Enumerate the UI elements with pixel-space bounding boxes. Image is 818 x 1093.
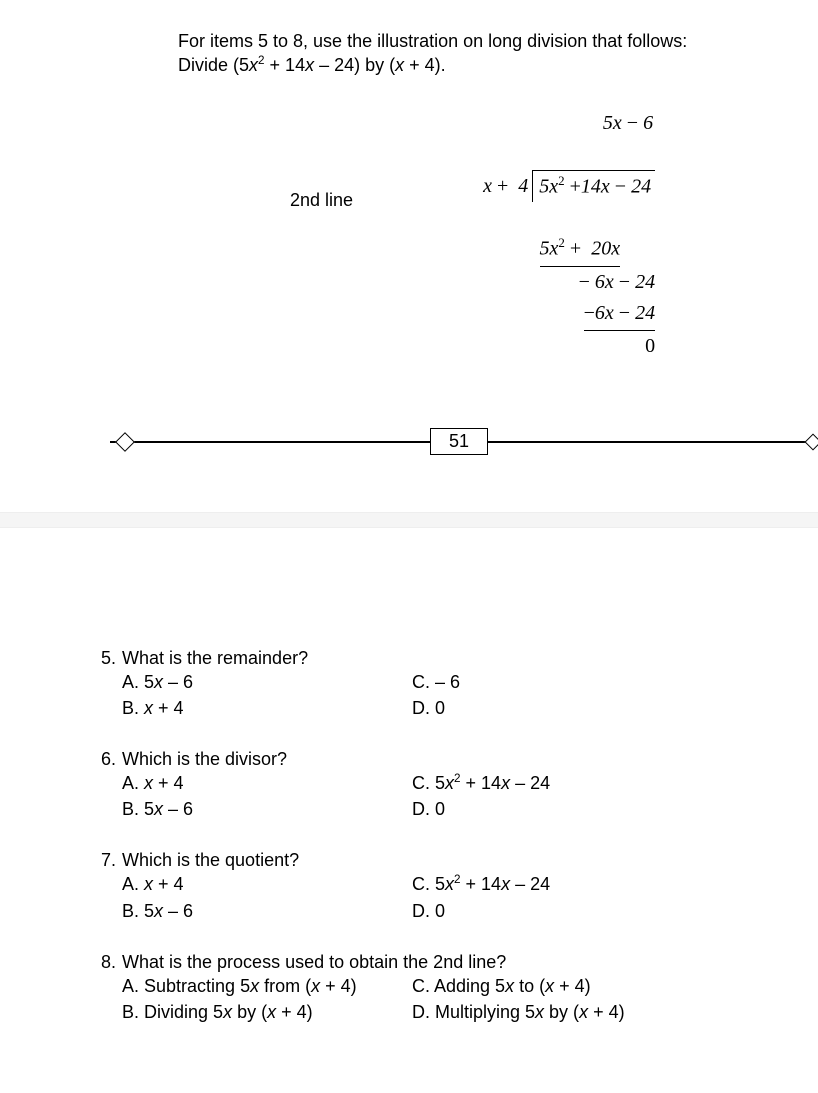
page-number: 51 <box>430 428 488 455</box>
long-division-illustration: 2nd line 5x − 6 x + 45x2 +14x − 24 5x2 +… <box>0 108 818 362</box>
question-6: 6. Which is the divisor? A. x + 4 B. 5x … <box>88 749 818 822</box>
step-1: 5x2 + 20x <box>443 233 655 267</box>
question-stem: Which is the divisor? <box>122 749 287 770</box>
option-d: D. 0 <box>412 898 702 924</box>
question-stem: What is the process used to obtain the 2… <box>122 952 506 973</box>
question-number: 5. <box>88 648 122 669</box>
question-number: 7. <box>88 850 122 871</box>
dividend: 5x2 +14x − 24 <box>532 170 655 203</box>
quotient-row: 5x − 6 <box>443 108 655 139</box>
option-c: C. 5x2 + 14x – 24 <box>412 871 702 897</box>
option-d: D. Multiplying 5x by (x + 4) <box>412 999 702 1025</box>
remainder-row: 0 <box>443 331 655 362</box>
question-stem: What is the remainder? <box>122 648 308 669</box>
page-separator: 51 <box>0 422 818 462</box>
option-d: D. 0 <box>412 796 702 822</box>
question-stem: Which is the quotient? <box>122 850 299 871</box>
step-3: −6x − 24 <box>443 298 655 331</box>
instructions: For items 5 to 8, use the illustration o… <box>178 30 778 78</box>
divisor-dividend-row: x + 45x2 +14x − 24 <box>443 139 655 234</box>
option-a: A. x + 4 <box>122 770 412 796</box>
question-5: 5. What is the remainder? A. 5x – 6 B. x… <box>88 648 818 721</box>
option-c: C. 5x2 + 14x – 24 <box>412 770 702 796</box>
long-division-work: 5x − 6 x + 45x2 +14x − 24 5x2 + 20x − 6x… <box>443 108 655 362</box>
option-c: C. – 6 <box>412 669 702 695</box>
option-b: B. 5x – 6 <box>122 898 412 924</box>
diamond-icon <box>115 432 135 452</box>
second-line-label: 2nd line <box>290 190 353 211</box>
option-d: D. 0 <box>412 695 702 721</box>
option-b: B. 5x – 6 <box>122 796 412 822</box>
option-b: B. x + 4 <box>122 695 412 721</box>
option-c: C. Adding 5x to (x + 4) <box>412 973 702 999</box>
question-8: 8. What is the process used to obtain th… <box>88 952 818 1025</box>
instructions-line2: Divide (5x2 + 14x – 24) by (x + 4). <box>178 53 778 77</box>
question-number: 8. <box>88 952 122 973</box>
option-b: B. Dividing 5x by (x + 4) <box>122 999 412 1025</box>
question-number: 6. <box>88 749 122 770</box>
step-2: − 6x − 24 <box>443 267 655 298</box>
option-a: A. 5x – 6 <box>122 669 412 695</box>
option-a: A. x + 4 <box>122 871 412 897</box>
page-break-band <box>0 512 818 528</box>
questions-block: 5. What is the remainder? A. 5x – 6 B. x… <box>88 648 818 1025</box>
page: For items 5 to 8, use the illustration o… <box>0 0 818 1093</box>
question-7: 7. Which is the quotient? A. x + 4 B. 5x… <box>88 850 818 923</box>
option-a: A. Subtracting 5x from (x + 4) <box>122 973 412 999</box>
instructions-line1: For items 5 to 8, use the illustration o… <box>178 30 778 53</box>
divisor: x + 4 <box>483 171 532 202</box>
